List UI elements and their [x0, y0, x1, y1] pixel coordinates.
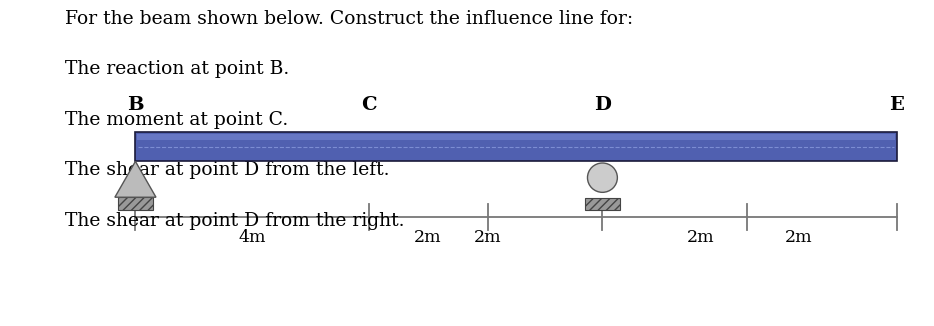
Polygon shape: [115, 161, 156, 197]
Text: 2m: 2m: [785, 230, 813, 246]
Text: The moment at point C.: The moment at point C.: [65, 111, 289, 129]
Text: 2m: 2m: [414, 230, 442, 246]
Bar: [135, 132, 897, 161]
Text: The reaction at point B.: The reaction at point B.: [65, 60, 290, 78]
Text: B: B: [127, 96, 144, 114]
Text: For the beam shown below. Construct the influence line for:: For the beam shown below. Construct the …: [65, 10, 633, 28]
Bar: [585, 198, 620, 210]
Text: The shear at point D from the right.: The shear at point D from the right.: [65, 212, 404, 230]
Text: D: D: [594, 96, 611, 114]
Bar: [137, 134, 895, 140]
Text: 2m: 2m: [474, 230, 502, 246]
Text: C: C: [361, 96, 376, 114]
Text: 2m: 2m: [686, 230, 715, 246]
Text: 4m: 4m: [238, 230, 266, 246]
Text: The shear at point D from the left.: The shear at point D from the left.: [65, 161, 389, 179]
Bar: [118, 197, 153, 210]
Text: E: E: [889, 96, 904, 114]
Ellipse shape: [587, 163, 617, 192]
